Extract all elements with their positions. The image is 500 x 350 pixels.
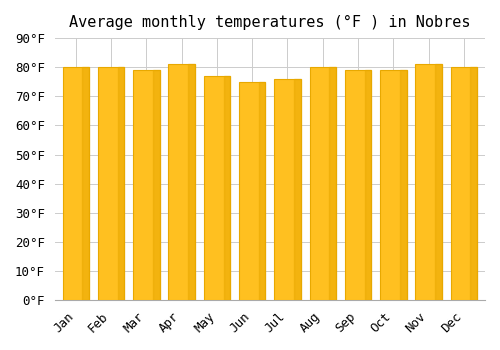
Bar	[310, 67, 336, 300]
Bar	[82, 67, 89, 300]
Bar	[133, 70, 160, 300]
Title: Average monthly temperatures (°F ) in Nobres: Average monthly temperatures (°F ) in No…	[69, 15, 470, 30]
Bar	[380, 70, 406, 300]
Bar	[330, 67, 336, 300]
Bar	[470, 67, 477, 300]
Bar	[188, 64, 195, 300]
Bar	[168, 64, 195, 300]
Bar	[62, 67, 89, 300]
Bar	[416, 64, 442, 300]
Bar	[400, 70, 406, 300]
Bar	[239, 82, 266, 300]
Bar	[294, 79, 300, 300]
Bar	[118, 67, 124, 300]
Bar	[274, 79, 300, 300]
Bar	[224, 76, 230, 300]
Bar	[435, 64, 442, 300]
Bar	[364, 70, 372, 300]
Bar	[450, 67, 477, 300]
Bar	[153, 70, 160, 300]
Bar	[259, 82, 266, 300]
Bar	[204, 76, 230, 300]
Bar	[345, 70, 372, 300]
Bar	[98, 67, 124, 300]
